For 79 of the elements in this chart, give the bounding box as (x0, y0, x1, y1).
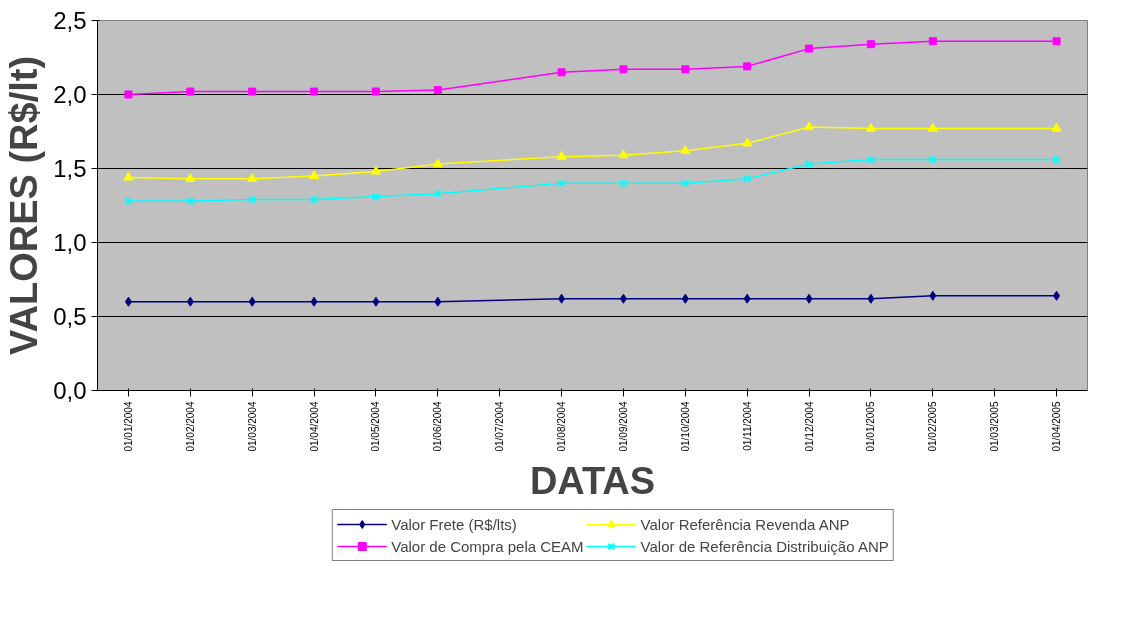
x-tick-label: 01/12/2004 (803, 401, 815, 452)
legend-label: Valor Frete (R$/lts) (391, 515, 517, 533)
x-tick-label: 01/05/2004 (370, 401, 382, 452)
point (1051, 122, 1062, 132)
point (743, 174, 752, 184)
y-tick-label: 2,5 (53, 7, 87, 34)
point (434, 296, 442, 307)
point (248, 296, 256, 307)
point (186, 196, 195, 206)
point (557, 68, 566, 77)
point (248, 87, 257, 96)
point (433, 189, 442, 198)
point (310, 296, 318, 307)
point (186, 87, 195, 96)
point (432, 158, 443, 168)
point (867, 293, 875, 304)
point (680, 145, 691, 154)
x-tick-label: 01/02/2005 (927, 401, 939, 452)
x-tick-label: 01/03/2005 (989, 401, 1001, 452)
x-tick-label: 01/10/2004 (679, 401, 691, 452)
y-tick-label: 2,0 (53, 81, 87, 108)
point (865, 122, 876, 132)
point (804, 121, 815, 131)
y-axis-title: VALORES (R$/lt) (3, 55, 46, 356)
x-tick-label: 01/01/2005 (865, 401, 877, 452)
x-tick-label: 01/04/2005 (1051, 401, 1063, 452)
x-tick-label: 01/08/2004 (556, 401, 568, 452)
legend-label: Valor de Referência Distribuição ANP (640, 537, 889, 555)
point (558, 293, 566, 304)
point (372, 296, 380, 307)
point (928, 37, 937, 46)
point (247, 173, 258, 182)
y-tick-label: 0,5 (53, 303, 87, 330)
point (681, 293, 689, 304)
point (433, 86, 442, 95)
legend-label: Valor Referência Revenda ANP (640, 515, 850, 533)
x-tick-label: 01/07/2004 (494, 401, 506, 452)
point (370, 165, 381, 175)
point (124, 90, 133, 99)
point (804, 159, 814, 169)
point (743, 293, 751, 304)
point (805, 293, 813, 304)
point (124, 296, 132, 307)
x-tick-label: 01/11/2004 (741, 401, 753, 451)
point (309, 170, 320, 179)
point (185, 173, 196, 182)
legend-label: Valor de Compra pela CEAM (391, 537, 584, 555)
x-tick-label: 01/02/2004 (184, 401, 196, 452)
x-tick-label: 01/09/2004 (617, 401, 629, 452)
point (309, 195, 319, 204)
y-tick-label: 0,0 (53, 377, 87, 404)
point (123, 171, 134, 181)
point (371, 87, 380, 96)
x-tick-label: 01/06/2004 (432, 401, 444, 452)
point (310, 87, 319, 96)
point (866, 40, 875, 49)
point (805, 44, 814, 53)
point (618, 149, 629, 159)
point (929, 290, 937, 301)
point (742, 137, 753, 147)
point (681, 65, 690, 74)
point (1053, 290, 1061, 301)
point (619, 65, 628, 74)
point (619, 293, 627, 304)
point (186, 296, 194, 307)
x-tick-label: 01/04/2004 (308, 401, 320, 452)
point (556, 150, 567, 160)
point (927, 122, 938, 132)
point (1052, 155, 1061, 164)
point (371, 192, 381, 201)
y-tick-label: 1,5 (53, 155, 87, 182)
point (1052, 37, 1061, 46)
x-tick-label: 01/01/2004 (122, 401, 134, 452)
x-axis-title: DATAS (529, 459, 656, 502)
x-tick-label: 01/03/2004 (246, 401, 258, 452)
point (557, 179, 566, 188)
point (743, 62, 752, 71)
y-tick-label: 1,0 (53, 229, 87, 256)
point (619, 179, 628, 188)
